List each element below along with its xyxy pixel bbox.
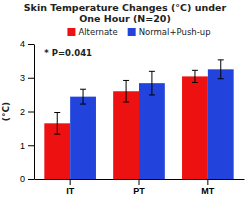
error-bar-cap (123, 80, 129, 81)
error-bar-stem (151, 71, 152, 95)
error-bar-cap (54, 134, 60, 135)
bar (182, 76, 208, 179)
error-bar-cap (149, 94, 155, 95)
y-tick-label: 2 (20, 107, 25, 117)
y-tick-mark (28, 44, 34, 45)
marks (44, 60, 233, 179)
x-tick-label: IT (66, 186, 75, 196)
bar (70, 97, 96, 179)
legend-swatch (67, 28, 75, 36)
y-axis-line (34, 45, 35, 180)
y-tick-label: 0 (20, 174, 25, 184)
bar (139, 83, 165, 179)
legend-swatch (128, 28, 136, 36)
legend: Alternate Normal+Push-up (67, 27, 210, 37)
y-tick: 4 (20, 39, 34, 49)
error-bar (80, 89, 86, 104)
legend-item: Normal+Push-up (128, 27, 211, 37)
y-tick-mark (28, 78, 34, 79)
plot: 0 1 2 3 4 IT PT MT * P=0.041 (20, 39, 245, 196)
error-bar (218, 60, 224, 79)
error-bar-cap (192, 82, 198, 83)
legend-item: Alternate (67, 27, 117, 37)
y-axis: 0 1 2 3 4 (20, 39, 35, 184)
y-tick: 2 (20, 107, 34, 117)
y-axis-title: (°C) (1, 102, 11, 121)
y-tick-mark (28, 145, 34, 146)
bar (208, 69, 234, 179)
x-tick-label: PT (133, 186, 145, 196)
error-bar-cap (80, 104, 86, 105)
x-tick-mark (70, 179, 71, 185)
error-bar-cap (218, 78, 224, 79)
error-bar-cap (218, 59, 224, 60)
error-bar-cap (123, 102, 129, 103)
error-bar-cap (192, 70, 198, 71)
y-tick-mark (28, 112, 34, 113)
x-tick-mark (207, 179, 208, 185)
y-tick: 1 (20, 141, 34, 151)
x-tick: PT (133, 179, 145, 196)
error-bar (149, 71, 155, 95)
series (44, 70, 208, 179)
y-tick-mark (28, 179, 34, 180)
y-tick-label: 4 (20, 39, 25, 49)
legend-label: Normal+Push-up (139, 27, 211, 37)
error-bar-cap (80, 89, 86, 90)
x-tick-mark (139, 179, 140, 185)
x-tick: MT (201, 179, 214, 196)
error-bar-cap (149, 71, 155, 72)
error-bar-cap (54, 112, 60, 113)
x-tick: IT (66, 179, 75, 196)
y-tick: 3 (20, 73, 34, 83)
error-bar-stem (194, 70, 195, 82)
series (70, 60, 234, 179)
legend-label: Alternate (78, 27, 117, 37)
y-tick-label: 3 (20, 73, 25, 83)
error-bar-stem (83, 89, 84, 104)
error-bar-stem (220, 60, 221, 79)
bar (113, 91, 139, 179)
chart: Skin Temperature Changes (°C) underOne H… (0, 0, 250, 197)
error-bar-stem (57, 113, 58, 135)
annotation: * P=0.041 (44, 48, 92, 58)
y-tick-label: 1 (20, 141, 25, 151)
error-bar (54, 113, 60, 135)
y-tick: 0 (20, 174, 34, 184)
x-axis: IT PT MT (35, 179, 245, 196)
error-bar-stem (126, 80, 127, 102)
error-bar (192, 70, 198, 82)
error-bar (123, 80, 129, 102)
x-tick-label: MT (201, 186, 214, 196)
title: Skin Temperature Changes (°C) underOne H… (24, 2, 227, 24)
